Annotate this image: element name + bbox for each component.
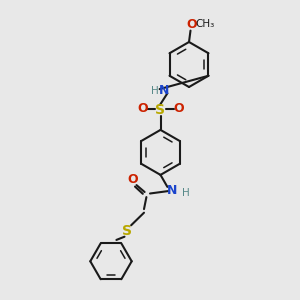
Text: N: N — [159, 84, 170, 98]
Text: O: O — [137, 102, 148, 116]
Text: S: S — [155, 103, 166, 117]
Text: S: S — [122, 224, 133, 238]
Text: O: O — [128, 173, 138, 186]
Text: O: O — [186, 18, 197, 31]
Text: H: H — [182, 188, 189, 198]
Text: O: O — [173, 102, 184, 116]
Text: N: N — [167, 184, 178, 197]
Text: CH₃: CH₃ — [195, 19, 214, 29]
Text: H: H — [151, 86, 158, 97]
